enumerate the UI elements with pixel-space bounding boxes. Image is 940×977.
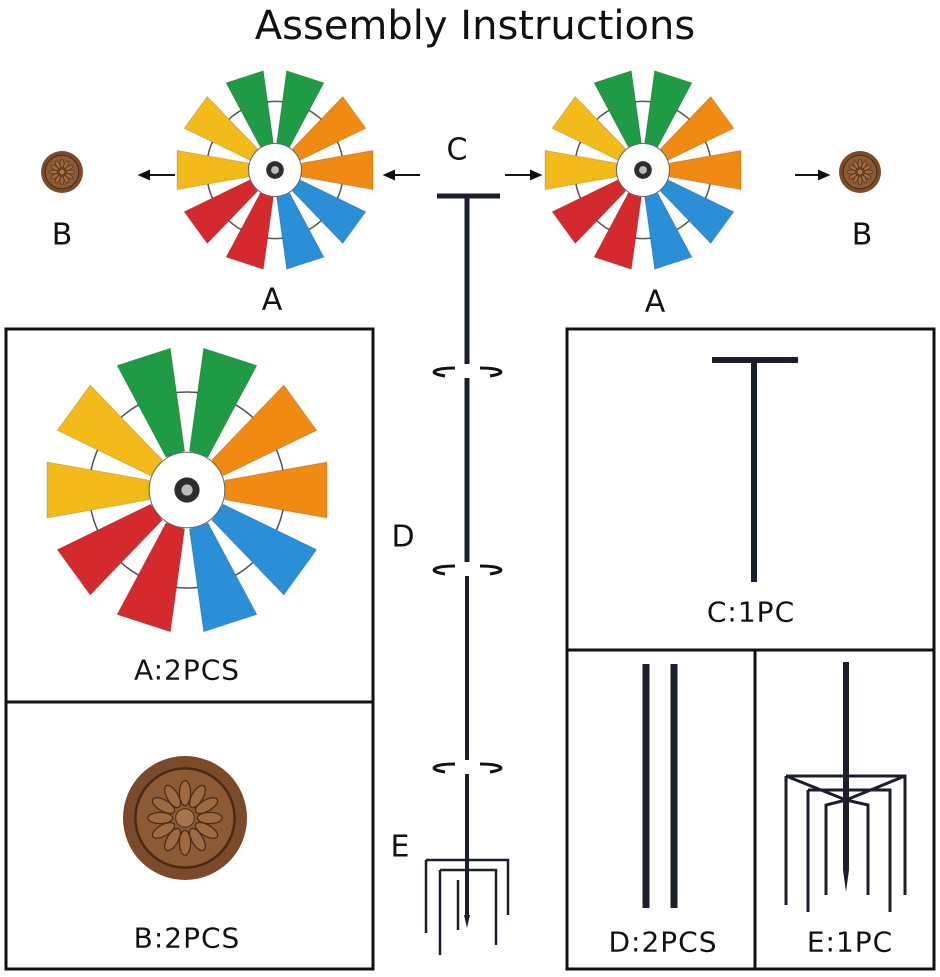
arrow-left-icon (137, 169, 175, 181)
medallion-petal (178, 829, 192, 856)
blade-yellow (176, 149, 250, 191)
medallion-cap-right (839, 151, 881, 193)
caption-part-d: D:2PCS (608, 925, 718, 959)
medallion-petal (65, 164, 74, 171)
arrow-left-icon (382, 169, 420, 181)
medallion-petal (63, 175, 70, 184)
medallion-petal (151, 797, 176, 815)
medallion-petal (861, 175, 868, 184)
assembled-pole (424, 193, 510, 955)
medallion-petal (194, 821, 219, 839)
medallion-petal (852, 160, 859, 169)
hub-bolt (181, 484, 193, 496)
medallion-petal (194, 797, 219, 815)
medallion-petal (196, 811, 223, 825)
medallion-petal (848, 164, 857, 171)
label-b-right: B (851, 217, 873, 253)
rotate-arrows-icon (432, 762, 503, 774)
caption-part-e: E:1PC (806, 925, 894, 959)
medallion-petal (188, 784, 206, 809)
blade-orange (668, 149, 742, 191)
label-c: C (446, 132, 468, 168)
medallion-petal (178, 780, 192, 807)
medallion-petal (852, 175, 859, 184)
rotate-arrows-icon (432, 564, 503, 576)
arrow-right-icon (795, 169, 831, 181)
medallion-center (58, 168, 66, 176)
windmill-head-part-a (46, 347, 328, 633)
blade-orange (224, 461, 328, 519)
rotate-arrows-icon (432, 366, 503, 378)
windmill-head-right (544, 70, 742, 270)
part-c-top-bar (712, 357, 798, 582)
medallion-petal (857, 159, 863, 169)
part-d-rods (642, 664, 678, 908)
medallion-petal (863, 169, 873, 175)
medallion-petal (147, 811, 174, 825)
arrow-right-icon (505, 169, 543, 181)
windmill-head-left (176, 70, 374, 270)
part-e-ground-stake (784, 662, 907, 912)
label-a-right: A (644, 284, 666, 320)
blade-yellow (544, 149, 618, 191)
medallion-petal (857, 175, 863, 185)
medallion-petal (848, 173, 857, 180)
parts-box-left (4, 327, 375, 971)
caption-part-c: C:1PC (706, 595, 796, 629)
medallion-petal (50, 173, 59, 180)
medallion-petal (861, 160, 868, 169)
medallion-center (856, 168, 864, 176)
medallion-petal (59, 175, 65, 185)
page-title: Assembly Instructions (254, 3, 696, 49)
blade-orange (300, 149, 374, 191)
medallion-petal (65, 169, 75, 175)
medallion-petal (863, 164, 872, 171)
medallion-center (175, 808, 195, 828)
medallion-petal (54, 175, 61, 184)
medallion-petal (50, 164, 59, 171)
medallion-cap-part-b (123, 756, 247, 880)
parts-box-right (565, 327, 936, 971)
medallion-petal (863, 173, 872, 180)
medallion-petal (63, 160, 70, 169)
caption-part-b: B:2PCS (133, 921, 241, 955)
medallion-petal (164, 784, 182, 809)
hub-bolt (271, 166, 279, 174)
medallion-petal (49, 169, 59, 175)
label-a-left: A (261, 282, 283, 318)
medallion-petal (65, 173, 74, 180)
medallion-petal (151, 821, 176, 839)
medallion-cap-left (41, 151, 83, 193)
label-d: D (391, 519, 415, 555)
medallion-petal (54, 160, 61, 169)
label-b-left: B (51, 217, 73, 253)
medallion-petal (847, 169, 857, 175)
hub-bolt (639, 166, 647, 174)
label-e: E (390, 829, 410, 865)
caption-part-a: A:2PCS (133, 653, 241, 687)
medallion-petal (59, 159, 65, 169)
medallion-petal (188, 827, 206, 852)
medallion-petal (164, 827, 182, 852)
blade-yellow (46, 461, 150, 519)
